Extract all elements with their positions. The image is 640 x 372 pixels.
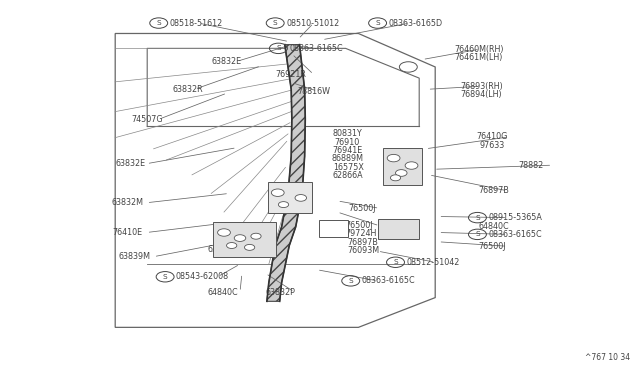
FancyBboxPatch shape [319,220,348,237]
Circle shape [271,189,284,196]
Text: 08543-62008: 08543-62008 [176,272,229,281]
Text: 74507G: 74507G [131,115,163,124]
Text: 76461M(LH): 76461M(LH) [454,53,503,62]
Circle shape [234,235,246,241]
Text: 08510-51012: 08510-51012 [286,19,339,28]
Circle shape [251,233,261,239]
Text: 80831Y: 80831Y [333,129,362,138]
Circle shape [218,229,230,236]
Text: 63832E: 63832E [115,159,145,168]
FancyBboxPatch shape [383,148,422,185]
Text: 97633: 97633 [479,141,504,150]
Text: 76093M: 76093M [347,246,379,255]
Text: S: S [163,274,168,280]
Text: 78816W: 78816W [298,87,331,96]
FancyBboxPatch shape [268,182,312,213]
Text: 63832E: 63832E [211,57,241,66]
Text: S: S [348,278,353,284]
Text: S: S [273,20,278,26]
Text: 76410G: 76410G [477,132,508,141]
Text: 78882: 78882 [518,161,543,170]
Polygon shape [267,45,305,301]
Circle shape [244,244,255,250]
Circle shape [405,162,418,169]
Text: 76500J: 76500J [349,204,376,213]
Circle shape [295,195,307,201]
Text: 16575X: 16575X [333,163,364,171]
Text: 63832R: 63832R [173,85,204,94]
Circle shape [399,62,417,72]
Circle shape [390,175,401,181]
Text: 76500J: 76500J [479,242,506,251]
Text: 76897B: 76897B [479,186,509,195]
Text: 63832P: 63832P [266,288,296,296]
Text: S: S [276,45,281,51]
Circle shape [227,243,237,248]
Text: 62866A: 62866A [333,171,364,180]
Text: 08363-6165C: 08363-6165C [488,230,542,239]
Text: 76897B: 76897B [347,238,378,247]
Circle shape [387,154,400,162]
Text: 79724H: 79724H [346,230,377,238]
Text: S: S [156,20,161,26]
Text: S: S [393,259,398,265]
Text: 76460M(RH): 76460M(RH) [454,45,504,54]
Text: 08915-5365A: 08915-5365A [488,213,542,222]
Text: S: S [375,20,380,26]
Text: 76921R: 76921R [275,70,306,79]
Text: 08363-6165C: 08363-6165C [362,276,415,285]
Circle shape [396,170,407,176]
Text: 63832M: 63832M [112,198,144,207]
Text: 64840C: 64840C [479,222,509,231]
Text: 63813E: 63813E [208,245,238,254]
Text: 08518-51612: 08518-51612 [170,19,223,28]
Text: 86889M: 86889M [332,154,364,163]
Text: 08363-6165D: 08363-6165D [388,19,443,28]
Text: ^767 10 34: ^767 10 34 [585,353,630,362]
Text: S: S [475,215,480,221]
Text: 76893(RH): 76893(RH) [461,82,504,91]
Text: S: S [475,231,480,237]
FancyBboxPatch shape [378,219,419,239]
FancyBboxPatch shape [213,222,276,257]
Text: 76410E: 76410E [112,228,142,237]
Text: 63839M: 63839M [118,252,150,261]
Circle shape [278,202,289,208]
Text: 08363-6165C: 08363-6165C [289,44,343,53]
Text: 76894(LH): 76894(LH) [461,90,502,99]
Text: 76500J: 76500J [346,221,373,230]
Text: 64840C: 64840C [208,288,239,296]
Text: 76941E: 76941E [333,146,363,155]
Text: 08512-51042: 08512-51042 [406,258,460,267]
Text: 76910: 76910 [335,138,360,147]
